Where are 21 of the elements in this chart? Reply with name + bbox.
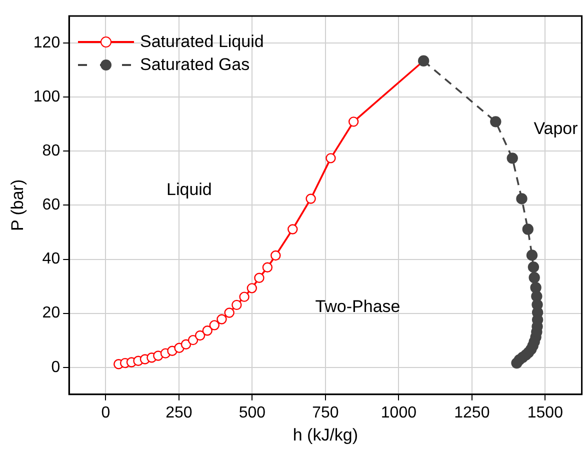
y-tick-label: 0	[51, 358, 60, 376]
y-tick-label: 120	[33, 34, 60, 52]
y-tick-label: 60	[42, 196, 60, 214]
legend-label: Saturated Gas	[140, 54, 250, 74]
x-tick-label: 750	[312, 404, 339, 422]
y-axis-title: P (bar)	[8, 179, 27, 232]
annotation: Two-Phase	[315, 297, 400, 316]
y-tick-label: 100	[33, 88, 60, 106]
y-tick-label: 20	[42, 304, 60, 322]
annotation: Vapor	[534, 119, 578, 138]
x-tick-label: 1250	[454, 404, 490, 422]
legend-label: Saturated Liquid	[140, 32, 264, 52]
x-tick-label: 250	[166, 404, 192, 422]
x-tick-label: 1500	[527, 404, 564, 422]
annotation: Liquid	[166, 180, 212, 199]
x-tick-label: 1000	[380, 404, 417, 422]
x-axis-title: h (kJ/kg)	[292, 425, 358, 444]
y-tick-label: 40	[42, 250, 60, 268]
x-tick-label: 500	[238, 404, 266, 422]
x-tick-label: 0	[101, 404, 110, 422]
y-tick-label: 80	[42, 142, 60, 160]
